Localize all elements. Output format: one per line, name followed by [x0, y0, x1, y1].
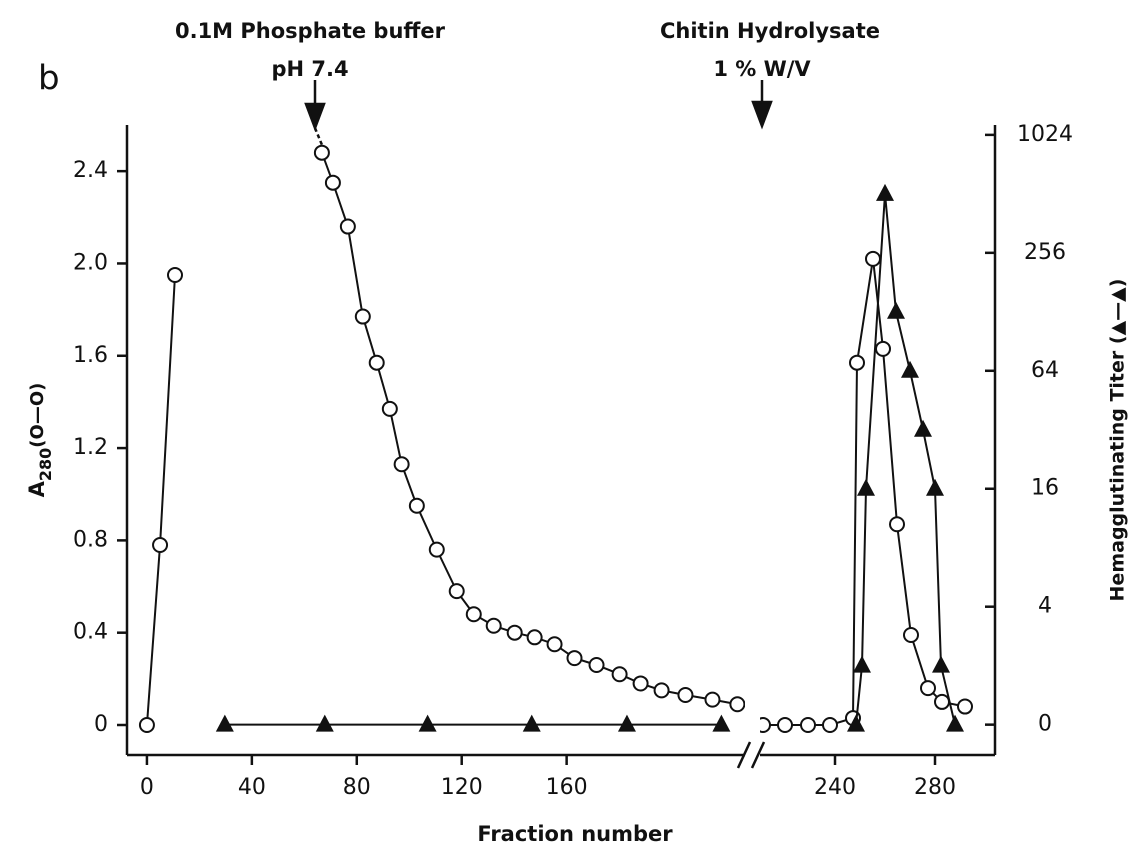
x-tick-label: 120: [441, 775, 483, 800]
circle-marker: [934, 693, 950, 710]
circle-marker: [393, 456, 410, 473]
y-label-main: A: [25, 480, 49, 497]
triangle-marker: [887, 301, 905, 319]
y-label-sub: 280: [36, 448, 55, 481]
circle-marker: [822, 717, 838, 733]
circle-marker: [339, 218, 356, 235]
circle-marker: [632, 675, 649, 692]
circle-marker: [506, 624, 523, 641]
circle-marker: [760, 717, 771, 733]
circle-marker: [465, 606, 482, 623]
y-tick-label: 1.6: [73, 343, 108, 368]
triangle-marker: [926, 478, 944, 496]
triangle-marker: [946, 714, 964, 732]
triangle-marker: [857, 478, 875, 496]
x-tick-label: 280: [914, 775, 956, 800]
triangle-marker: [617, 714, 636, 732]
circle-marker: [485, 617, 502, 634]
series-line: [855, 193, 956, 725]
circle-marker: [957, 698, 973, 715]
x-tick-label: 160: [546, 775, 588, 800]
triangle-marker: [315, 714, 334, 732]
y2-tick-label: 1024: [1017, 122, 1073, 147]
x-tick-label: 40: [238, 775, 266, 800]
circle-marker: [777, 717, 793, 733]
circle-marker: [875, 340, 891, 357]
circle-marker: [566, 650, 583, 667]
y-axis-title: A280(O—O): [25, 383, 55, 498]
y2-tick-label: 256: [1024, 240, 1066, 265]
panel-label: b: [38, 59, 60, 99]
arrow: [304, 80, 773, 146]
y2-tick-label: 4: [1038, 594, 1052, 619]
circle-marker: [428, 541, 445, 558]
circle-marker: [704, 691, 721, 708]
circle-marker: [138, 717, 155, 733]
y-tick-label: 0.8: [73, 527, 108, 552]
triangle-marker: [932, 655, 950, 673]
circle-marker: [354, 308, 371, 325]
triangle-marker: [847, 714, 865, 732]
series: [760, 250, 973, 733]
circle-marker: [849, 354, 865, 371]
axis-break: [736, 741, 766, 769]
circle-marker: [152, 537, 169, 553]
circle-marker: [167, 267, 184, 283]
y2-tick-label: 64: [1031, 358, 1059, 383]
triangle-marker: [522, 714, 541, 732]
series: [215, 714, 731, 732]
triangle-marker: [914, 419, 932, 437]
x-tick-label: 240: [814, 775, 856, 800]
triangle-marker: [418, 714, 437, 732]
circle-marker: [448, 583, 465, 600]
circle-marker: [653, 682, 670, 699]
series: [847, 183, 964, 732]
annotation: pH 7.4: [271, 57, 348, 81]
triangle-marker: [901, 360, 919, 378]
y2-tick-label: 16: [1031, 476, 1059, 501]
circle-marker: [920, 680, 936, 697]
circle-marker: [865, 250, 881, 267]
y-tick-label: 0.4: [73, 620, 108, 645]
circle-marker: [526, 629, 543, 646]
triangle-marker: [215, 714, 234, 732]
circle-marker: [588, 657, 605, 673]
circle-marker: [324, 174, 341, 191]
y-label-symbol: (O—O): [27, 383, 48, 448]
x-tick-label: 0: [140, 775, 154, 800]
circle-marker: [677, 687, 694, 703]
circle-marker: [368, 354, 385, 371]
y-tick-label: 2.0: [73, 250, 108, 275]
series-line: [145, 152, 738, 726]
circle-marker: [408, 497, 425, 514]
circle-marker: [611, 666, 628, 683]
annotation: Chitin Hydrolysate: [660, 19, 880, 43]
y2-axis-title: Hemagglutinating Titer (▲—▲): [1107, 279, 1129, 602]
circle-marker: [546, 636, 563, 653]
y-tick-label: 2.4: [73, 158, 108, 183]
annotation: 1 % W/V: [713, 57, 811, 81]
circle-marker: [313, 144, 330, 161]
circle-marker: [903, 627, 919, 643]
triangle-marker: [876, 183, 894, 201]
circle-marker: [800, 717, 816, 733]
circle-marker: [381, 400, 398, 417]
circle-marker: [729, 696, 745, 713]
x-axis-title: Fraction number: [477, 822, 673, 846]
series: [138, 144, 745, 733]
y-tick-label: 1.2: [73, 435, 108, 460]
y-tick-label: 0: [94, 712, 108, 737]
triangle-marker: [712, 714, 731, 732]
circle-marker: [889, 516, 905, 533]
triangle-marker: [853, 655, 871, 673]
x-tick-label: 80: [343, 775, 371, 800]
y2-tick-label: 0: [1038, 712, 1052, 737]
annotation: 0.1M Phosphate buffer: [175, 19, 446, 43]
